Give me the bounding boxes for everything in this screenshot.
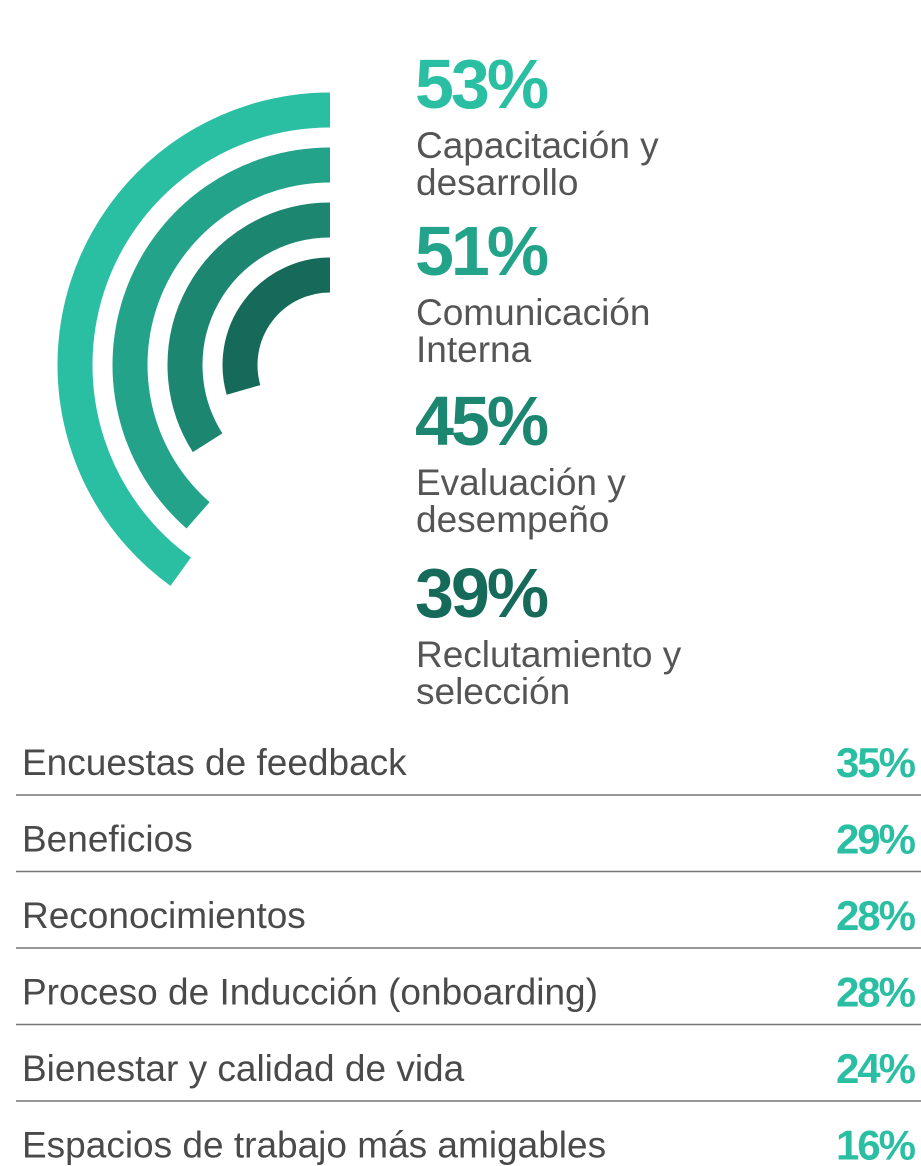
row-label: Beneficios: [22, 819, 193, 860]
value-label: 39%: [415, 554, 548, 632]
row-value: 28%: [836, 969, 916, 1016]
value-label: 53%: [415, 45, 548, 123]
value-label: 45%: [415, 382, 548, 460]
row-value: 24%: [836, 1045, 916, 1092]
row-label: Proceso de Inducción (onboarding): [22, 972, 598, 1013]
row-label: Espacios de trabajo más amigables: [22, 1125, 606, 1166]
category-label: Comunicación: [416, 292, 650, 333]
row-label: Bienestar y calidad de vida: [22, 1048, 465, 1089]
category-label: Capacitación y: [416, 125, 659, 166]
radial-bar: [167, 202, 331, 453]
radial-bar: [222, 257, 331, 395]
category-label: selección: [416, 671, 570, 712]
row-value: 28%: [836, 892, 916, 939]
category-label: Evaluación y: [416, 462, 626, 503]
row-value: 29%: [836, 816, 916, 863]
category-label: Reclutamiento y: [416, 634, 682, 675]
value-label: 51%: [415, 212, 548, 290]
category-label: desarrollo: [416, 162, 578, 203]
radial-bar: [112, 147, 331, 529]
category-label: Interna: [416, 329, 532, 370]
category-label: desempeño: [416, 499, 609, 540]
row-label: Encuestas de feedback: [22, 742, 407, 783]
row-value: 16%: [836, 1122, 916, 1166]
row-value: 35%: [836, 739, 916, 786]
row-label: Reconocimientos: [22, 895, 306, 936]
radial-bar: [57, 92, 331, 586]
